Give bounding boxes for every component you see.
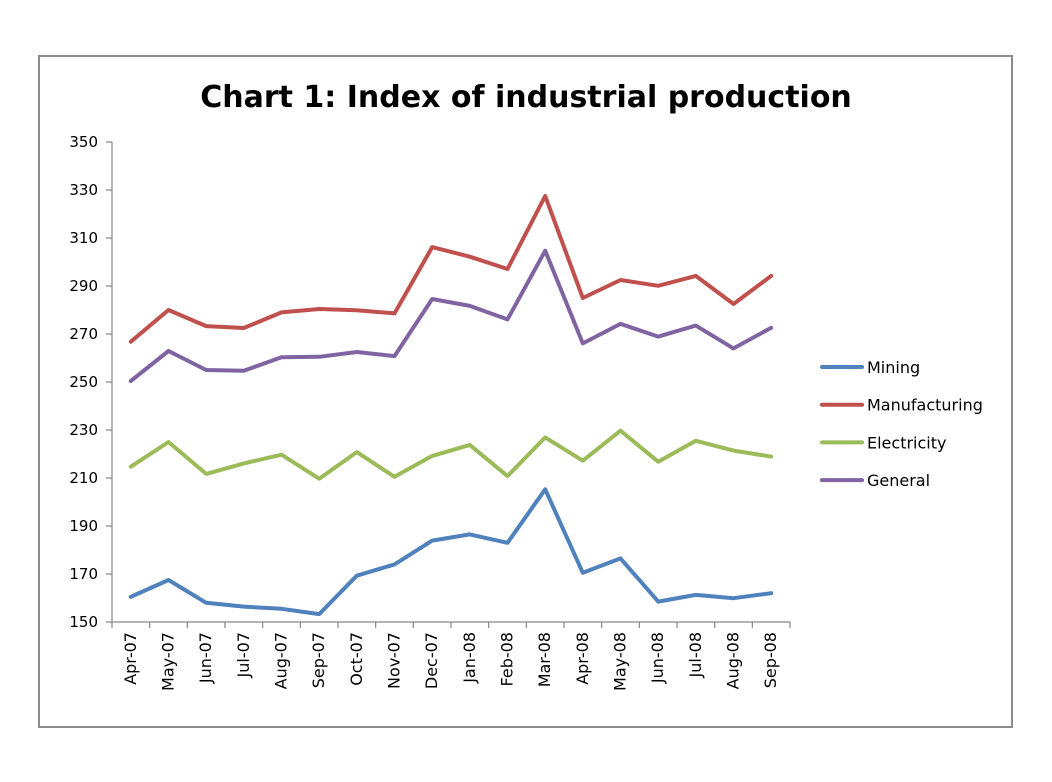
chart-title: Chart 1: Index of industrial production [200, 80, 852, 115]
legend-label: Manufacturing [867, 396, 983, 415]
y-axis: 150 170 190 210 230 250 270 290 310 330 350 [69, 133, 113, 631]
y-tick-label: 210 [69, 469, 98, 487]
legend-item-mining: Mining [820, 358, 920, 377]
y-tick-label: 150 [69, 613, 98, 631]
y-tick-label: 330 [69, 181, 98, 199]
x-tick-label: Apr-08 [573, 632, 592, 685]
y-tick-label: 310 [69, 229, 98, 247]
series-group [128, 194, 774, 617]
legend-label: Mining [867, 358, 920, 377]
x-tick-label: Jul-07 [234, 632, 253, 678]
legend-item-electricity: Electricity [820, 433, 946, 452]
legend-item-general: General [820, 471, 930, 490]
x-tick-label: Aug-08 [724, 632, 743, 689]
legend-item-manufacturing: Manufacturing [820, 396, 983, 415]
y-tick-label: 270 [69, 325, 98, 343]
series-line-mining [128, 487, 774, 617]
y-tick-label: 350 [69, 133, 98, 151]
y-tick-label: 230 [69, 421, 98, 439]
x-tick-label: Aug-07 [272, 632, 291, 689]
x-tick-label: Mar-08 [535, 632, 554, 687]
chart-frame [38, 55, 1013, 728]
x-tick-label: May-07 [159, 632, 178, 691]
x-tick-label: Feb-08 [498, 632, 517, 686]
x-tick-label: Jun-08 [648, 632, 667, 684]
y-tick-label: 250 [69, 373, 98, 391]
x-tick-label: Jun-07 [196, 632, 215, 684]
y-tick-label: 190 [69, 517, 98, 535]
x-tick-label: Nov-07 [385, 632, 404, 689]
x-tick-label: Dec-07 [422, 632, 441, 689]
x-tick-label: Apr-07 [121, 632, 140, 685]
x-axis: Apr-07 May-07 Jun-07 Jul-07 Aug-07 Sep-07 Oct-… [111, 621, 791, 691]
y-tick-label: 170 [69, 565, 98, 583]
series-line-electricity [128, 428, 774, 481]
series-line-manufacturing [128, 194, 774, 344]
legend: Mining Manufacturing Electricity General [820, 358, 983, 490]
legend-label: Electricity [867, 433, 946, 452]
x-tick-label: Oct-07 [347, 632, 366, 686]
x-tick-label: Jul-08 [686, 632, 705, 678]
legend-label: General [867, 471, 930, 490]
x-tick-label: Sep-07 [309, 632, 328, 688]
y-tick-label: 290 [69, 277, 98, 295]
x-tick-label: May-08 [611, 632, 630, 691]
x-tick-label: Jan-08 [460, 632, 479, 684]
series-line-general [128, 248, 774, 383]
x-tick-label: Sep-08 [761, 632, 780, 688]
